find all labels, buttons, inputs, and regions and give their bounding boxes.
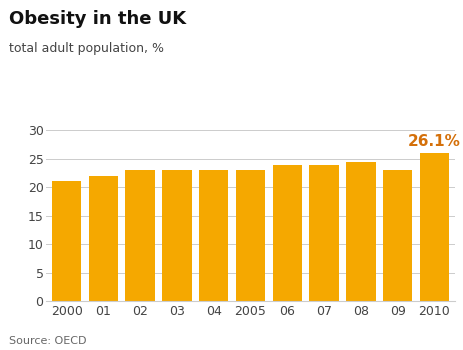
Bar	[125, 170, 155, 301]
Text: total adult population, %: total adult population, %	[9, 42, 164, 55]
Bar	[235, 170, 265, 301]
Text: Obesity in the UK: Obesity in the UK	[9, 10, 186, 28]
Bar	[88, 176, 118, 301]
Bar	[309, 164, 338, 301]
Bar	[419, 153, 448, 301]
Bar	[272, 164, 301, 301]
Bar	[162, 170, 191, 301]
Bar	[345, 162, 375, 301]
Text: 26.1%: 26.1%	[407, 134, 460, 148]
Bar	[382, 170, 412, 301]
Bar	[199, 170, 228, 301]
Text: Source: OECD: Source: OECD	[9, 336, 87, 346]
Bar	[52, 181, 81, 301]
